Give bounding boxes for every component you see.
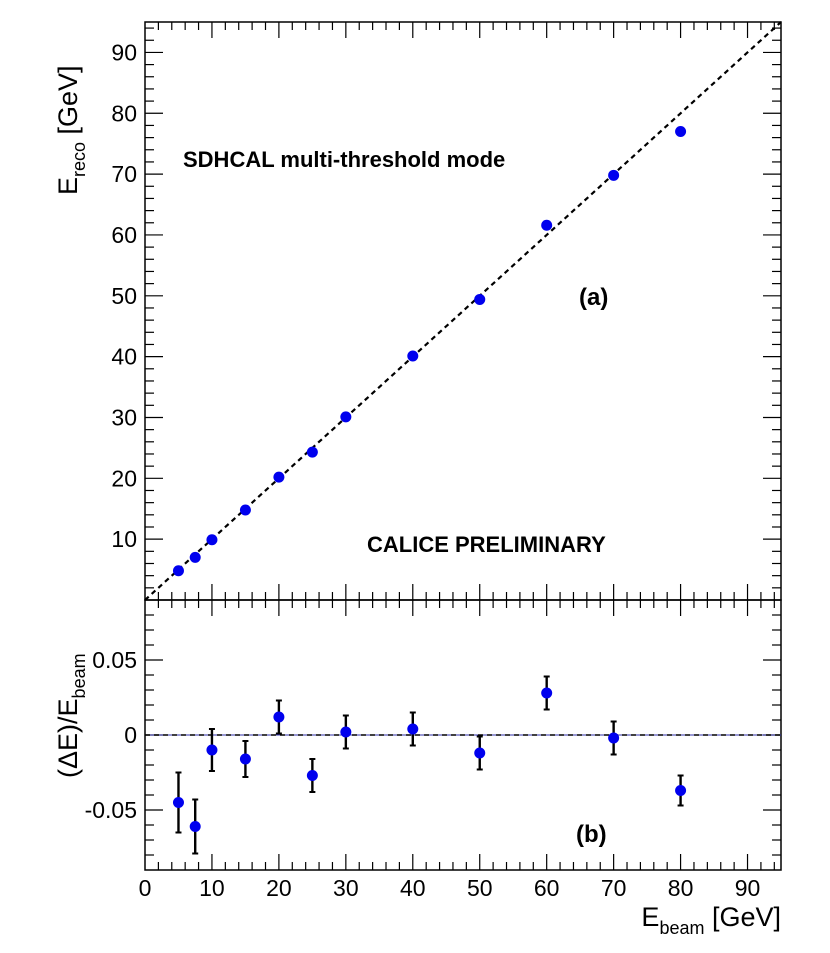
x-tick-label: 30 <box>333 875 359 901</box>
top-y-tick-label: 10 <box>111 526 137 552</box>
top-y-tick-label: 40 <box>111 344 137 370</box>
top-data-point <box>189 551 201 563</box>
bottom-panel-label: (b) <box>576 821 607 848</box>
bottom-data-point-group <box>189 798 201 855</box>
bottom-axis-ticks: 0.05 0 -0.05 0 10 20 30 40 50 60 70 80 90 <box>85 600 781 901</box>
x-tick-label: 90 <box>735 875 761 901</box>
bottom-data-point <box>474 747 486 759</box>
top-y-tick-label: 50 <box>111 283 137 309</box>
top-y-tick-label: 20 <box>111 465 137 491</box>
bottom-data-points <box>172 675 687 855</box>
top-y-axis-title: Ereco [GeV] <box>53 65 89 195</box>
bottom-y-tick-label: 0 <box>124 722 137 748</box>
bottom-data-point <box>189 821 201 832</box>
x-tick-label: 0 <box>139 875 152 901</box>
x-tick-label: 40 <box>400 875 426 901</box>
top-data-point <box>474 293 486 305</box>
bottom-data-point-group <box>172 771 184 834</box>
top-data-point <box>239 504 251 516</box>
bottom-data-point <box>675 785 687 796</box>
x-tick-label: 10 <box>199 875 225 901</box>
bottom-data-point-group <box>340 714 352 750</box>
x-tick-label: 80 <box>668 875 694 901</box>
bottom-data-point <box>306 770 318 781</box>
top-data-point <box>273 471 285 483</box>
bottom-data-point <box>541 687 553 699</box>
bottom-data-point-group <box>306 758 318 793</box>
top-axis-ticks: 10 20 30 40 50 60 70 80 90 <box>111 22 781 600</box>
bottom-y-axis-title: (ΔE)/Ebeam <box>53 653 89 778</box>
bottom-data-point <box>407 723 419 735</box>
bottom-panel: 0.05 0 -0.05 0 10 20 30 40 50 60 70 80 90 (b) (ΔE)/E… <box>53 599 782 938</box>
top-data-point <box>172 565 184 577</box>
bottom-data-point-group <box>675 774 687 807</box>
x-tick-label: 20 <box>266 875 292 901</box>
bottom-data-point <box>608 732 620 744</box>
preliminary-annotation: CALICE PRELIMINARY <box>367 532 606 557</box>
bottom-data-point <box>239 753 251 765</box>
top-y-tick-label: 90 <box>111 39 137 65</box>
top-y-tick-label: 70 <box>111 161 137 187</box>
top-data-point <box>608 169 620 181</box>
bottom-data-point-group <box>608 720 620 756</box>
x-axis-title: Ebeam [GeV] <box>641 902 781 938</box>
top-data-point <box>340 411 352 423</box>
top-data-point <box>306 446 318 458</box>
top-data-point <box>541 219 553 231</box>
top-y-tick-label: 80 <box>111 100 137 126</box>
top-reference-line <box>144 21 782 601</box>
x-tick-label: 50 <box>467 875 493 901</box>
bottom-data-point-group <box>407 711 419 747</box>
bottom-y-tick-label: -0.05 <box>85 797 137 823</box>
bottom-data-point <box>206 744 218 756</box>
top-mode-annotation: SDHCAL multi-threshold mode <box>183 147 505 172</box>
bottom-data-point-group <box>273 699 285 735</box>
x-tick-label: 70 <box>601 875 627 901</box>
top-data-point <box>407 350 419 362</box>
top-data-point <box>675 126 687 138</box>
bottom-data-point-group <box>474 735 486 771</box>
bottom-data-point <box>340 726 352 738</box>
bottom-data-point <box>172 797 184 808</box>
top-y-tick-label: 30 <box>111 404 137 430</box>
identity-line <box>144 21 782 601</box>
top-data-points <box>172 126 687 577</box>
top-panel: 10 20 30 40 50 60 70 80 90 SDHCAL multi-threshol… <box>53 21 782 601</box>
top-y-tick-label: 60 <box>111 222 137 248</box>
x-tick-label: 60 <box>534 875 560 901</box>
bottom-data-point-group <box>541 675 553 711</box>
top-data-point <box>206 534 218 546</box>
bottom-data-point-group <box>206 728 218 772</box>
bottom-data-point-group <box>239 740 251 778</box>
bottom-y-tick-label: 0.05 <box>92 647 137 673</box>
bottom-data-point <box>273 711 285 723</box>
top-panel-label: (a) <box>579 284 608 311</box>
